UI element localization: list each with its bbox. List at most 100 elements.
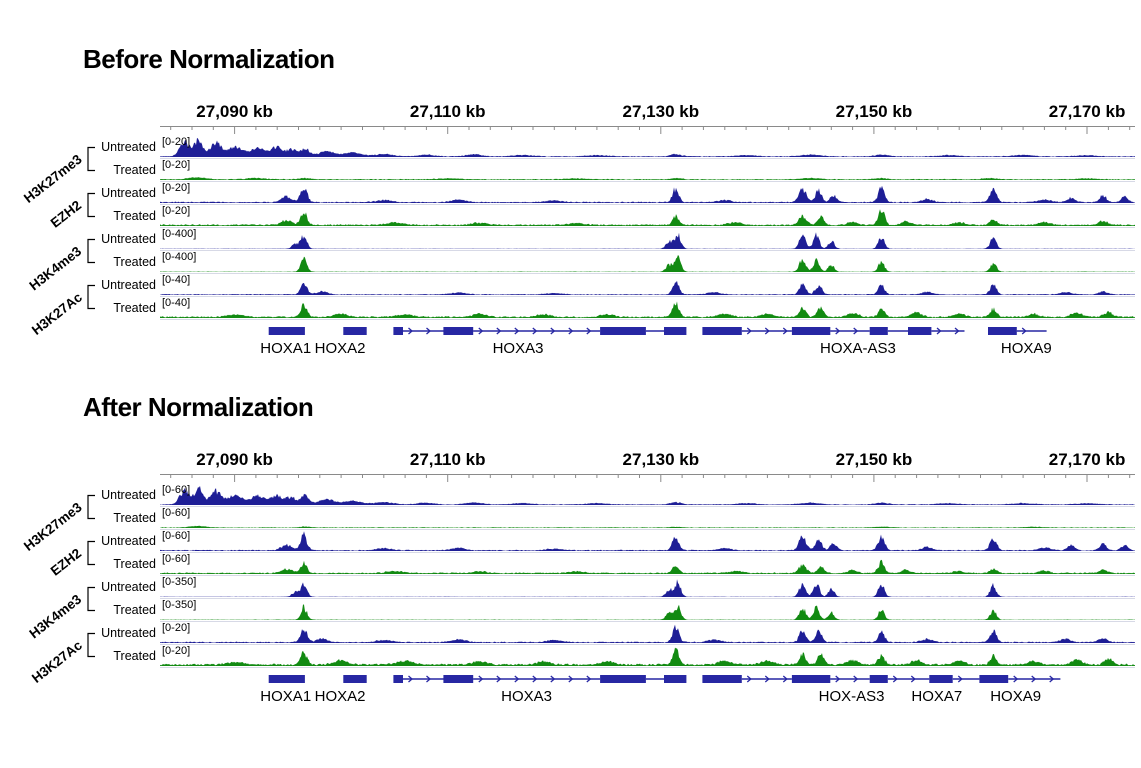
condition-label-untreated: Untreated <box>101 488 156 502</box>
condition-label-untreated: Untreated <box>101 232 156 246</box>
track-range-label: [0-40] <box>162 297 191 309</box>
gene-direction-arrow <box>1031 675 1037 683</box>
ruler-tick-label: 27,130 kb <box>622 102 700 121</box>
track-h3k27ac-treated: [0-20] <box>160 645 1135 668</box>
condition-label-treated: Treated <box>113 511 156 525</box>
gene-models <box>268 675 1061 683</box>
gene-label-hoxa9: HOXA9 <box>1000 340 1052 357</box>
track-range-label: [0-400] <box>162 228 197 240</box>
track-range-label: [0-20] <box>162 159 191 171</box>
group-label-ezh2: EZH2 <box>48 545 85 579</box>
track-range-label: [0-60] <box>162 530 191 542</box>
track-range-label: [0-20] <box>162 136 191 148</box>
signal-path <box>160 232 1135 249</box>
gene-direction-arrow <box>782 327 788 335</box>
signal-path <box>160 209 1135 226</box>
signal-path <box>160 137 1135 157</box>
gene-direction-arrow <box>835 675 841 683</box>
ruler-tick-label: 27,170 kb <box>1048 102 1126 121</box>
condition-label-untreated: Untreated <box>101 580 156 594</box>
gene-label-hoxa1: HOXA1 <box>260 688 312 705</box>
track-range-label: [0-20] <box>162 205 191 217</box>
signal-area-h3k27me3-treated <box>160 525 1135 528</box>
group-bracket <box>87 494 95 520</box>
track-h3k4me3-untreated: [0-400] <box>160 228 1135 251</box>
gene-direction-arrow <box>1021 327 1027 335</box>
bracket-path <box>87 540 95 566</box>
ruler-tick-label: 27,150 kb <box>835 450 913 469</box>
track-h3k27me3-treated: [0-20] <box>160 159 1135 182</box>
gene-exon-box <box>869 675 888 683</box>
gene-direction-arrow <box>1013 675 1019 683</box>
gene-label-hoxa3: HOXA3 <box>492 340 544 357</box>
signal-path <box>160 647 1135 666</box>
gene-label-hox-as3: HOX-AS3 <box>818 688 885 705</box>
group-bracket <box>87 586 95 612</box>
ruler-axis <box>160 126 1135 134</box>
gene-direction-arrow <box>936 327 942 335</box>
gene-direction-arrow <box>496 675 502 683</box>
signal-area-h3k4me3-untreated <box>160 232 1135 249</box>
gene-exon-box <box>664 675 687 683</box>
gene-direction-arrow <box>478 327 484 335</box>
condition-label-treated: Treated <box>113 649 156 663</box>
gene-label-hoxa3: HOXA3 <box>501 688 552 705</box>
condition-label-treated: Treated <box>113 163 156 177</box>
gene-models <box>268 327 1047 335</box>
gene-direction-arrow <box>408 675 413 683</box>
gene-direction-arrow <box>550 675 556 683</box>
ruler-tick-label: 27,110 kb <box>409 102 486 121</box>
track-h3k27ac-untreated: [0-20] <box>160 622 1135 645</box>
gene-direction-arrow <box>514 327 520 335</box>
gene-exon-box <box>988 327 1017 335</box>
signal-area-h3k27ac-untreated <box>160 280 1135 295</box>
signal-area-ezh2-treated <box>160 209 1135 226</box>
track-h3k27me3-untreated: [0-20] <box>160 136 1135 159</box>
signal-path <box>160 559 1135 574</box>
track-h3k27me3-untreated: [0-60] <box>160 484 1135 507</box>
track-h3k27ac-untreated: [0-40] <box>160 274 1135 297</box>
tracks-area: [0-20] [0-20] [0-20] [0-20] [0-400] [0-400] [0… <box>160 136 1135 320</box>
ruler-tick-label: 27,090 kb <box>196 450 273 469</box>
gene-direction-arrow <box>532 675 538 683</box>
gene-exon-box <box>702 675 742 683</box>
ruler-tick-label: 27,090 kb <box>196 102 273 121</box>
condition-label-treated: Treated <box>113 209 156 223</box>
signal-area-h3k27ac-untreated <box>160 624 1135 643</box>
panel-after-normalization: After Normalization 27,090 kb 27,110 kb 27… <box>0 384 1141 724</box>
track-h3k27me3-treated: [0-60] <box>160 507 1135 530</box>
gene-direction-arrow <box>910 675 916 683</box>
gene-direction-arrow <box>853 675 859 683</box>
group-label-h3k27ac: H3K27Ac <box>28 637 85 686</box>
ruler-axis <box>160 474 1135 482</box>
signal-path <box>160 280 1135 295</box>
gene-direction-arrow <box>532 327 538 335</box>
group-label-h3k27ac: H3K27Ac <box>28 289 85 338</box>
signal-area-h3k27me3-untreated <box>160 485 1135 505</box>
group-bracket <box>87 192 95 218</box>
panel-title-before: Before Normalization <box>83 44 335 74</box>
gene-direction-arrow <box>586 675 592 683</box>
group-bracket <box>87 632 95 658</box>
condition-label-untreated: Untreated <box>101 626 156 640</box>
gene-direction-arrow <box>1049 675 1055 683</box>
group-bracket <box>87 146 95 172</box>
gene-label-hoxa9: HOXA9 <box>990 688 1042 705</box>
track-range-label: [0-20] <box>162 182 191 194</box>
signal-path <box>160 177 1135 180</box>
group-bracket <box>87 238 95 264</box>
signal-area-h3k4me3-untreated <box>160 579 1135 597</box>
condition-label-untreated: Untreated <box>101 186 156 200</box>
group-label-ezh2: EZH2 <box>48 197 85 231</box>
gene-direction-arrow <box>478 675 484 683</box>
signal-area-h3k4me3-treated <box>160 604 1135 620</box>
gene-label-hoxa1: HOXA1 <box>260 340 312 357</box>
gene-exon-box <box>600 675 646 683</box>
track-range-label: [0-60] <box>162 507 191 519</box>
gene-direction-arrow <box>426 675 431 683</box>
bracket-path <box>87 238 95 264</box>
signal-area-h3k27ac-treated <box>160 301 1135 318</box>
track-h3k4me3-treated: [0-400] <box>160 251 1135 274</box>
gene-direction-arrow <box>586 327 592 335</box>
